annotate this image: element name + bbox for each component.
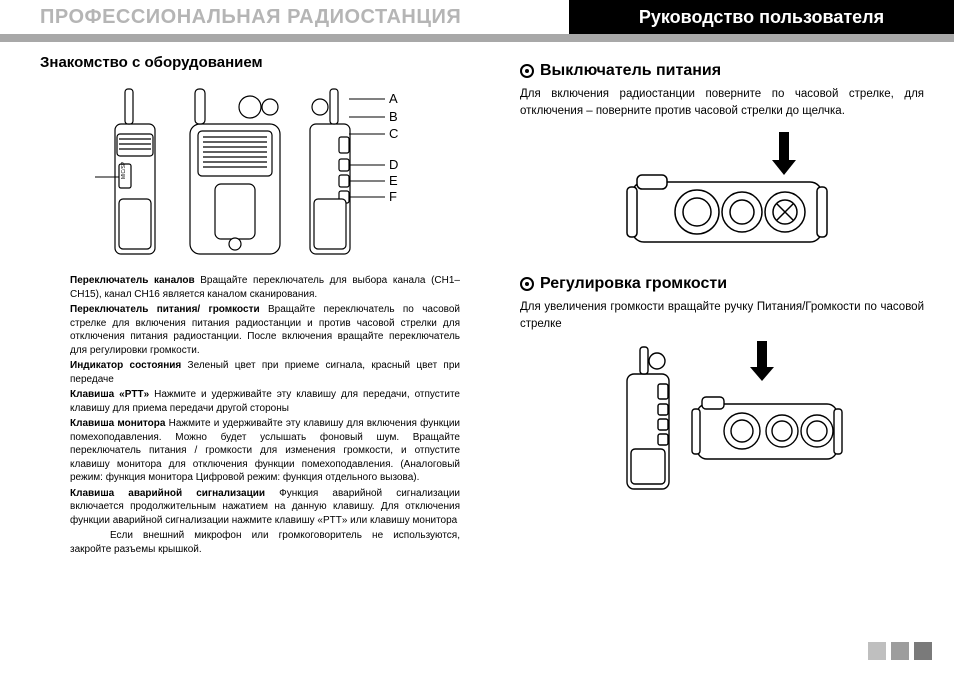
equipment-diagram: G MIC/SP	[40, 79, 470, 264]
left-title: Знакомство с оборудованием	[40, 54, 470, 71]
page-header: ПРОФЕССИОНАЛЬНАЯ РАДИОСТАНЦИЯ Руководств…	[0, 0, 954, 34]
desc-p4: Клавиша «PTT» Нажмите и удерживайте эту …	[70, 388, 460, 415]
sec2-body: Для увеличения громкости вращайте ручку …	[520, 299, 924, 334]
sec1-body: Для включения радиостанции поверните по …	[520, 86, 924, 121]
right-column: Выключатель питания Для включения радиос…	[520, 54, 924, 558]
bullet-icon	[520, 64, 534, 78]
header-left-text: ПРОФЕССИОНАЛЬНАЯ РАДИОСТАНЦИЯ	[40, 6, 461, 29]
footer-squares	[868, 642, 932, 660]
bullet-icon	[520, 277, 534, 291]
header-divider	[0, 34, 954, 42]
svg-text:C: C	[389, 126, 398, 141]
header-right-text: Руководство пользователя	[639, 7, 884, 28]
svg-text:B: B	[389, 109, 398, 124]
volume-diagram	[520, 339, 924, 499]
content: Знакомство с оборудованием G MIC/SP	[0, 42, 954, 558]
sec2-title: Регулировка громкости	[520, 275, 924, 293]
svg-text:D: D	[389, 157, 398, 172]
header-left: ПРОФЕССИОНАЛЬНАЯ РАДИОСТАНЦИЯ	[0, 0, 569, 34]
desc-p7: Если внешний микрофон или громкоговорите…	[70, 529, 460, 556]
sec1-title: Выключатель питания	[520, 62, 924, 80]
desc-p5: Клавиша монитора Нажмите и удерживайте э…	[70, 417, 460, 485]
desc-p3: Индикатор состояния Зеленый цвет при при…	[70, 359, 460, 386]
svg-text:MIC/SP: MIC/SP	[121, 161, 127, 179]
power-diagram	[520, 127, 924, 257]
left-column: Знакомство с оборудованием G MIC/SP	[40, 54, 470, 558]
svg-text:F: F	[389, 189, 397, 204]
svg-text:E: E	[389, 173, 398, 188]
description-block: Переключатель каналов Вращайте переключа…	[40, 274, 470, 556]
desc-p6: Клавиша аварийной сигнализации Функция а…	[70, 487, 460, 528]
header-right: Руководство пользователя	[569, 0, 954, 34]
svg-text:A: A	[389, 91, 398, 106]
desc-p1: Переключатель каналов Вращайте переключа…	[70, 274, 460, 301]
desc-p2: Переключатель питания/ громкости Вращайт…	[70, 303, 460, 357]
